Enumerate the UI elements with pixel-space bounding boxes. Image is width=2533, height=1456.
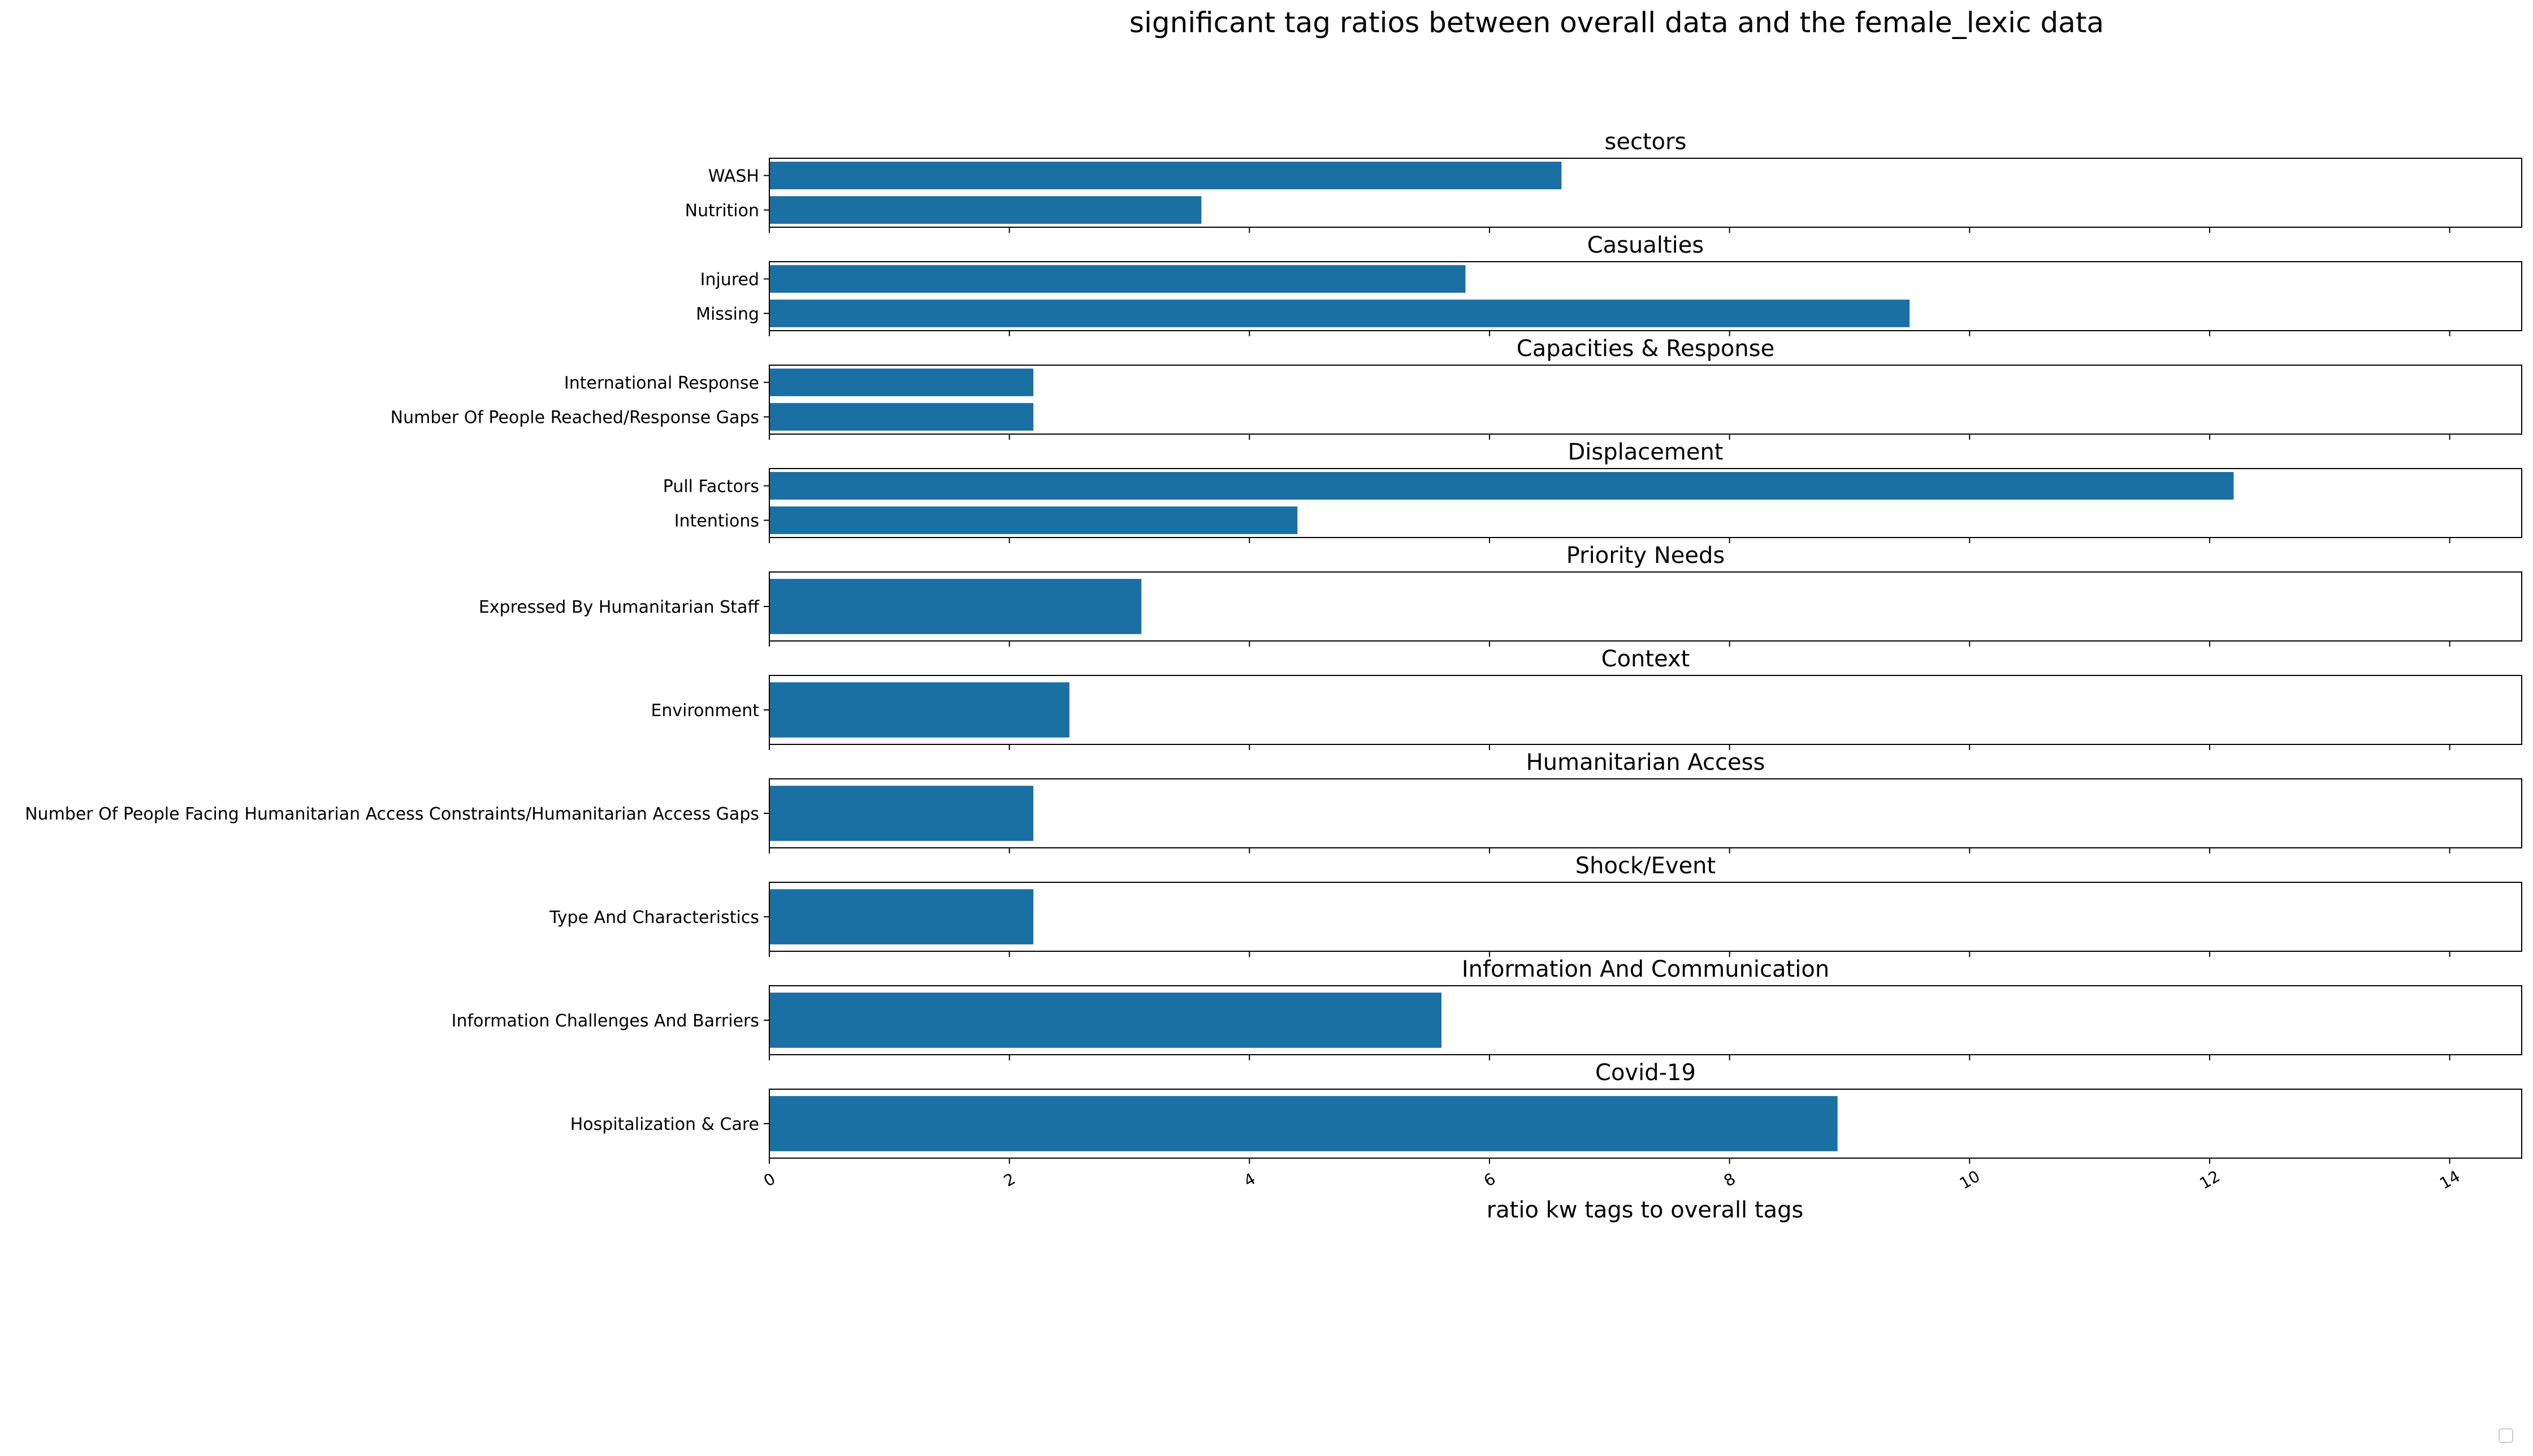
bar bbox=[769, 300, 1910, 327]
panel-5: Context Environment bbox=[651, 646, 2522, 750]
panel-title: Information And Communication bbox=[1462, 956, 1829, 982]
panel-9: Covid-19 Hospitalization & Care bbox=[570, 1060, 2522, 1164]
category-label: Nutrition bbox=[685, 201, 759, 221]
category-label: Information Challenges And Barriers bbox=[452, 1011, 759, 1031]
bar bbox=[769, 196, 1202, 224]
category-label: Intentions bbox=[674, 512, 759, 531]
x-tick-label: 10 bbox=[1956, 1167, 1983, 1193]
panel-frame bbox=[769, 365, 2522, 435]
category-label: Number Of People Facing Humanitarian Acc… bbox=[25, 804, 759, 824]
panel-frame bbox=[769, 261, 2522, 331]
legend-box bbox=[2499, 1428, 2513, 1443]
bar bbox=[769, 579, 1142, 634]
bar bbox=[769, 403, 1034, 431]
panel-title: sectors bbox=[1605, 129, 1687, 155]
category-label: WASH bbox=[708, 167, 759, 187]
x-tick-label: 14 bbox=[2436, 1167, 2463, 1193]
category-label: Missing bbox=[696, 305, 759, 324]
panel-frame bbox=[769, 158, 2522, 228]
category-label: Environment bbox=[651, 701, 759, 721]
panel-frame bbox=[769, 675, 2522, 745]
panel-frame bbox=[769, 468, 2522, 538]
x-tick-label: 4 bbox=[1241, 1169, 1259, 1190]
x-axis-label: ratio kw tags to overall tags bbox=[1487, 1197, 1804, 1223]
bar bbox=[769, 1096, 1838, 1151]
panel-title: Humanitarian Access bbox=[1526, 749, 1765, 775]
x-tick-label: 2 bbox=[1001, 1169, 1019, 1190]
x-tick-label: 8 bbox=[1721, 1169, 1739, 1190]
category-label: Expressed By Humanitarian Staff bbox=[479, 597, 760, 617]
bar bbox=[769, 472, 2234, 500]
bar bbox=[769, 786, 1034, 841]
bar bbox=[769, 682, 1070, 738]
bar bbox=[769, 889, 1034, 944]
bar bbox=[769, 993, 1442, 1048]
bar bbox=[769, 162, 1562, 189]
panel-3: Displacement Pull Factors Intentions bbox=[663, 439, 2522, 543]
x-tick-label: 0 bbox=[760, 1169, 778, 1190]
panel-title: Context bbox=[1601, 646, 1690, 672]
panel-4: Priority Needs Expressed By Humanitarian … bbox=[479, 543, 2522, 647]
category-label: Number Of People Reached/Response Gaps bbox=[391, 408, 759, 428]
panel-2: Capacities & Response International Respo… bbox=[391, 336, 2522, 440]
panel-frame bbox=[769, 882, 2522, 952]
category-label: Pull Factors bbox=[663, 477, 759, 497]
panel-1: Casualties Injured Missing bbox=[696, 232, 2522, 336]
panel-frame bbox=[769, 778, 2522, 848]
panel-7: Shock/Event Type And Characteristics bbox=[549, 853, 2522, 957]
bar bbox=[769, 506, 1298, 534]
panel-title: Covid-19 bbox=[1595, 1060, 1696, 1086]
x-tick-label: 6 bbox=[1480, 1169, 1499, 1190]
panel-title: Displacement bbox=[1568, 439, 1724, 465]
bar bbox=[769, 369, 1034, 396]
x-axis: 0 2 4 6 8 10 12 14 bbox=[760, 1167, 2463, 1193]
panel-title: Capacities & Response bbox=[1517, 336, 1774, 362]
panel-frame bbox=[769, 1089, 2522, 1159]
panel-title: Shock/Event bbox=[1575, 853, 1716, 879]
panel-6: Humanitarian Access Number Of People Faci… bbox=[25, 749, 2522, 853]
panel-title: Priority Needs bbox=[1566, 543, 1725, 569]
panel-8: Information And Communication Information… bbox=[452, 956, 2522, 1060]
panels-group: sectors WASH Nutrition Casualties Injured Mis… bbox=[25, 129, 2522, 1164]
category-label: Hospitalization & Care bbox=[570, 1115, 759, 1134]
panel-frame bbox=[769, 985, 2522, 1055]
x-tick-label: 12 bbox=[2197, 1167, 2223, 1193]
bar bbox=[769, 265, 1466, 293]
panel-frame bbox=[769, 571, 2522, 642]
chart-title: significant tag ratios between overall d… bbox=[1129, 6, 2104, 39]
category-label: Type And Characteristics bbox=[549, 908, 759, 928]
panel-0: sectors WASH Nutrition bbox=[685, 129, 2522, 233]
category-label: Injured bbox=[700, 270, 759, 290]
category-label: International Response bbox=[564, 374, 759, 393]
panel-title: Casualties bbox=[1587, 232, 1704, 258]
